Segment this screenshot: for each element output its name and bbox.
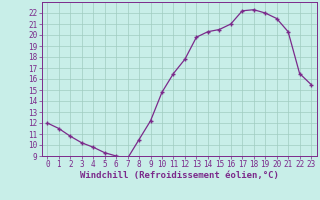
X-axis label: Windchill (Refroidissement éolien,°C): Windchill (Refroidissement éolien,°C)	[80, 171, 279, 180]
